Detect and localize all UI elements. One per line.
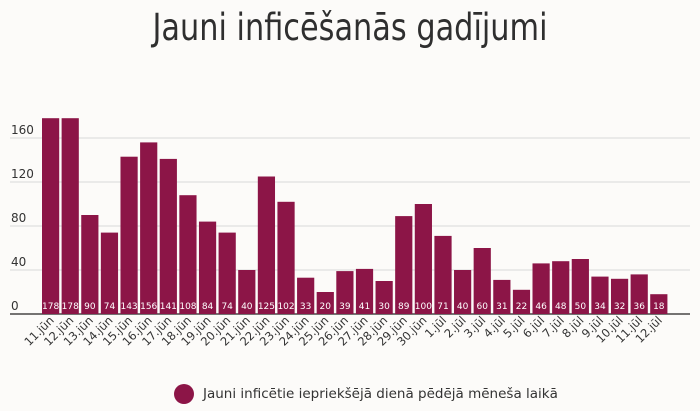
bar-value-label: 50 xyxy=(575,302,587,312)
bar xyxy=(650,294,668,314)
bar-value-label: 40 xyxy=(457,302,469,312)
bar xyxy=(454,270,472,314)
bar xyxy=(120,156,138,314)
bar-value-label: 31 xyxy=(496,302,507,312)
bar-value-label: 71 xyxy=(437,302,448,312)
bar xyxy=(81,215,99,314)
bar xyxy=(179,195,197,314)
bar-value-label: 141 xyxy=(160,302,177,312)
bar xyxy=(434,235,452,314)
bar-value-label: 84 xyxy=(202,302,214,312)
bar-value-label: 60 xyxy=(477,302,489,312)
y-tick-label: 80 xyxy=(11,211,26,225)
bar xyxy=(630,274,648,314)
bar-value-label: 74 xyxy=(104,302,116,312)
bar xyxy=(238,270,256,314)
data-labels: 178 178 90 74 143 156 141 108 84 74 40 125 102 33 20 39… xyxy=(42,302,665,312)
bar xyxy=(257,176,276,314)
legend-label: Jauni inficētie iepriekšējā dienā pēdējā… xyxy=(203,386,558,402)
bar-value-label: 41 xyxy=(359,302,370,312)
bar xyxy=(610,278,629,314)
y-tick-label: 40 xyxy=(11,255,26,269)
bars xyxy=(42,118,668,314)
bar-value-label: 39 xyxy=(339,302,351,312)
bar-value-label: 178 xyxy=(62,302,79,312)
bar-value-label: 178 xyxy=(42,302,59,312)
bar xyxy=(198,221,217,314)
bar-value-label: 89 xyxy=(398,302,410,312)
bar xyxy=(336,271,354,314)
bar-value-label: 30 xyxy=(378,302,390,312)
bar xyxy=(277,201,295,314)
bar xyxy=(297,277,315,314)
bar xyxy=(591,276,609,314)
bar xyxy=(473,248,491,314)
bar-value-label: 125 xyxy=(258,302,275,312)
bar-value-label: 143 xyxy=(120,302,137,312)
bar xyxy=(512,289,531,314)
y-tick-label: 120 xyxy=(11,167,34,181)
y-tick-label: 160 xyxy=(11,123,34,137)
bar-value-label: 108 xyxy=(179,302,196,312)
chart-title: Jauni inficēšanās gadījumi xyxy=(152,6,548,49)
legend: Jauni inficētie iepriekšējā dienā pēdējā… xyxy=(174,384,558,404)
bar-value-label: 48 xyxy=(555,302,567,312)
bar xyxy=(42,118,60,314)
bar-value-label: 22 xyxy=(516,302,527,312)
bar-value-label: 36 xyxy=(633,302,645,312)
bar xyxy=(355,268,374,314)
y-tick-label: 0 xyxy=(11,299,19,313)
bar xyxy=(414,204,432,314)
bar-value-label: 18 xyxy=(653,302,665,312)
bar-value-label: 46 xyxy=(535,302,547,312)
bar xyxy=(218,232,236,314)
bar-value-label: 90 xyxy=(84,302,96,312)
bar-value-label: 40 xyxy=(241,302,253,312)
bar xyxy=(571,259,589,314)
bar xyxy=(532,263,550,314)
bar-value-label: 34 xyxy=(594,302,606,312)
bar xyxy=(316,292,334,314)
bar xyxy=(375,281,393,314)
bar xyxy=(159,158,177,314)
bar-value-label: 33 xyxy=(300,302,311,312)
bar-value-label: 74 xyxy=(221,302,233,312)
bar xyxy=(395,216,413,314)
bar xyxy=(493,279,511,314)
y-tick-labels: 0 40 80 120 160 xyxy=(11,123,34,313)
bar-value-label: 100 xyxy=(415,302,432,312)
bar-value-label: 102 xyxy=(277,302,294,312)
bar xyxy=(61,118,79,314)
bar-value-label: 20 xyxy=(320,302,332,312)
bar xyxy=(100,232,119,314)
bar xyxy=(552,261,570,314)
bar-value-label: 156 xyxy=(140,302,157,312)
x-tick-labels: 11.jūn12.jūn13.jūn14.jūn15.jūn16.jūn17.j… xyxy=(21,313,665,348)
legend-swatch xyxy=(174,384,194,404)
bar-value-label: 32 xyxy=(614,302,625,312)
bar xyxy=(140,142,158,314)
